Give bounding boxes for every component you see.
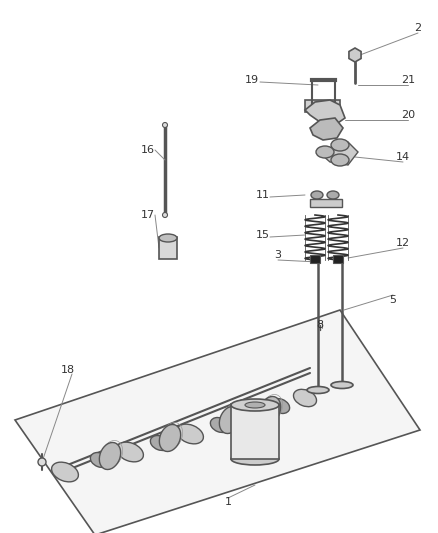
Text: 2: 2 [414,23,421,33]
Ellipse shape [117,442,143,462]
Polygon shape [305,100,345,125]
Text: 5: 5 [389,295,396,305]
Text: 20: 20 [401,110,415,120]
FancyBboxPatch shape [333,255,343,263]
Ellipse shape [52,462,78,482]
Ellipse shape [259,397,281,424]
Ellipse shape [90,453,110,467]
Text: 18: 18 [61,365,75,375]
Text: 14: 14 [396,152,410,162]
Text: 15: 15 [256,230,270,240]
FancyBboxPatch shape [310,255,320,263]
Ellipse shape [311,191,323,199]
Ellipse shape [307,386,329,393]
Ellipse shape [231,399,279,411]
FancyBboxPatch shape [231,404,279,459]
Text: 11: 11 [256,190,270,200]
Ellipse shape [210,417,230,432]
Ellipse shape [38,458,46,466]
Ellipse shape [159,424,180,451]
Polygon shape [15,310,420,533]
Text: 3: 3 [275,250,282,260]
FancyBboxPatch shape [159,237,177,259]
Polygon shape [322,142,358,165]
Ellipse shape [331,154,349,166]
Polygon shape [310,118,343,140]
Text: 12: 12 [396,238,410,248]
Ellipse shape [162,213,167,217]
Text: 19: 19 [245,75,259,85]
FancyBboxPatch shape [310,199,342,207]
Ellipse shape [177,424,203,444]
Ellipse shape [150,435,170,450]
Ellipse shape [162,123,167,127]
Text: 21: 21 [401,75,415,85]
FancyBboxPatch shape [305,100,340,112]
Text: 16: 16 [141,145,155,155]
Ellipse shape [270,399,290,414]
Text: 1: 1 [225,497,232,507]
Ellipse shape [331,139,349,151]
Ellipse shape [245,402,265,408]
Ellipse shape [237,406,263,426]
Ellipse shape [231,453,279,465]
Ellipse shape [316,146,334,158]
Ellipse shape [99,442,120,470]
Polygon shape [349,48,361,62]
Ellipse shape [219,407,240,433]
Ellipse shape [327,191,339,199]
Ellipse shape [293,389,317,407]
Text: 17: 17 [141,210,155,220]
Text: 8: 8 [316,320,324,330]
Ellipse shape [159,234,177,242]
Ellipse shape [331,382,353,389]
